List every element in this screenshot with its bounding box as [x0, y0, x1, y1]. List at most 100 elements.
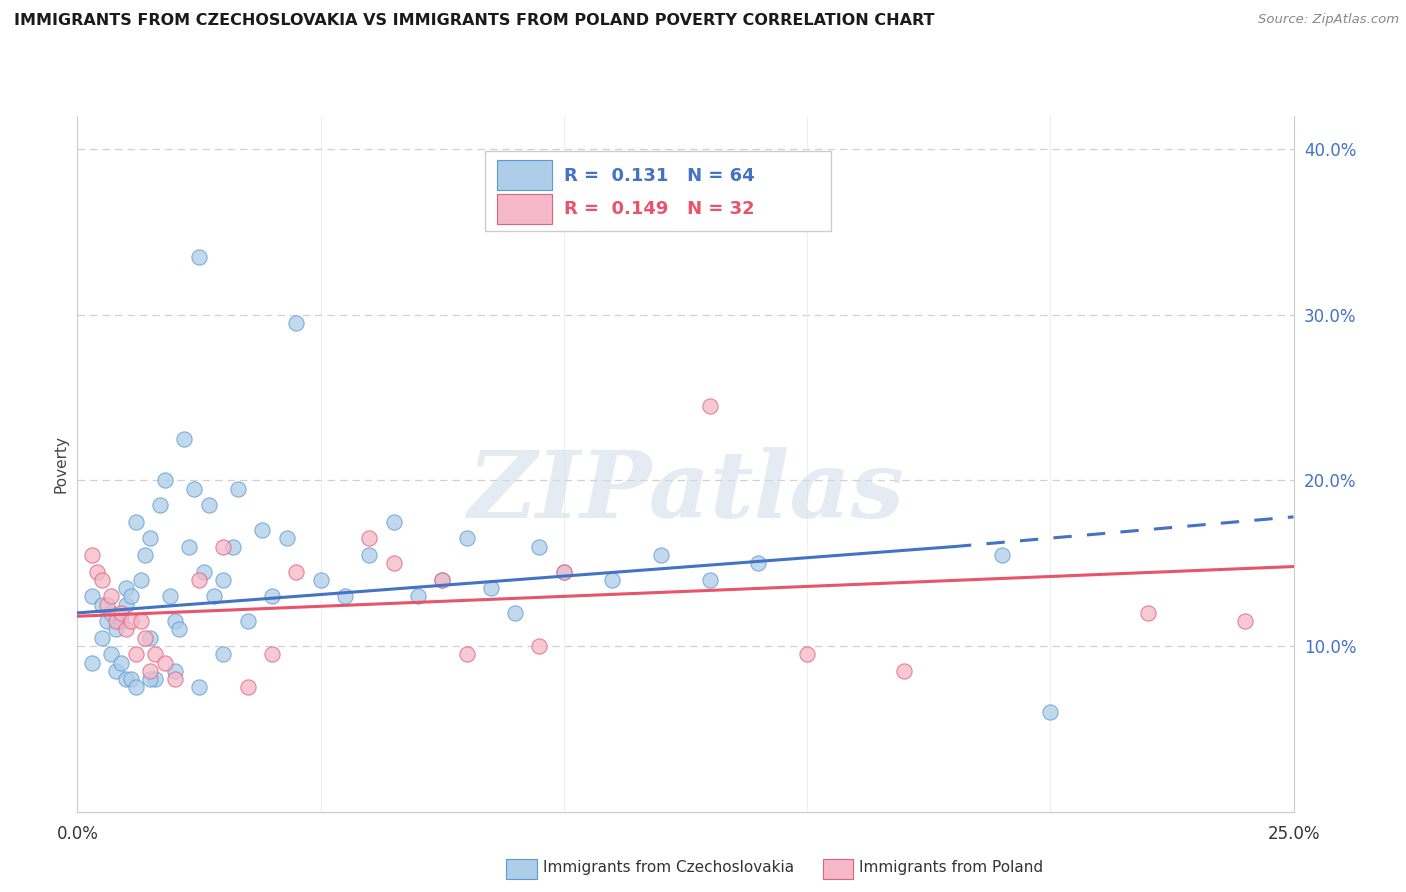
Point: [226, 482, 249, 496]
Point: [80, 656, 103, 670]
Point: [222, 540, 245, 554]
Point: [503, 606, 526, 620]
Point: [86, 565, 108, 579]
Point: [202, 590, 225, 604]
Point: [163, 672, 186, 686]
Text: IMMIGRANTS FROM CZECHOSLOVAKIA VS IMMIGRANTS FROM POLAND POVERTY CORRELATION CHA: IMMIGRANTS FROM CZECHOSLOVAKIA VS IMMIGR…: [14, 13, 935, 29]
Point: [212, 648, 235, 662]
FancyBboxPatch shape: [496, 161, 551, 190]
Point: [188, 250, 211, 264]
FancyBboxPatch shape: [496, 194, 551, 224]
Point: [115, 623, 138, 637]
Point: [197, 498, 219, 512]
Point: [456, 648, 478, 662]
Text: Immigrants from Poland: Immigrants from Poland: [859, 860, 1043, 874]
Y-axis label: Poverty: Poverty: [53, 434, 69, 493]
Point: [212, 540, 235, 554]
Point: [100, 648, 122, 662]
Point: [553, 565, 575, 579]
Point: [236, 614, 259, 628]
Point: [153, 474, 176, 488]
Point: [188, 573, 211, 587]
Text: ZIPatlas: ZIPatlas: [467, 447, 904, 537]
Point: [382, 515, 405, 529]
Point: [1039, 706, 1062, 720]
Text: R =  0.149   N = 32: R = 0.149 N = 32: [564, 200, 755, 219]
Point: [159, 590, 181, 604]
Point: [149, 498, 172, 512]
Point: [359, 548, 381, 562]
Point: [115, 598, 138, 612]
Point: [105, 623, 128, 637]
Point: [143, 648, 166, 662]
Point: [193, 565, 215, 579]
Point: [169, 623, 191, 637]
Point: [179, 540, 201, 554]
Point: [139, 672, 162, 686]
Point: [183, 482, 205, 496]
Point: [80, 548, 103, 562]
Point: [100, 606, 122, 620]
Point: [105, 614, 128, 628]
Point: [120, 672, 142, 686]
Text: Source: ZipAtlas.com: Source: ZipAtlas.com: [1258, 13, 1399, 27]
Point: [96, 614, 118, 628]
Point: [699, 573, 721, 587]
Point: [100, 590, 122, 604]
Point: [1136, 606, 1159, 620]
Point: [110, 614, 132, 628]
Point: [479, 581, 502, 595]
Point: [309, 573, 332, 587]
Point: [105, 664, 128, 678]
Point: [276, 532, 298, 546]
Point: [456, 532, 478, 546]
Point: [129, 573, 152, 587]
Point: [602, 573, 624, 587]
Point: [529, 540, 551, 554]
Point: [90, 598, 112, 612]
Point: [134, 548, 156, 562]
Point: [120, 590, 142, 604]
Point: [260, 590, 283, 604]
Point: [747, 556, 769, 570]
Point: [153, 656, 176, 670]
Point: [285, 316, 308, 330]
Point: [260, 648, 283, 662]
Point: [188, 681, 211, 695]
Point: [529, 639, 551, 653]
Point: [173, 432, 195, 446]
Point: [80, 590, 103, 604]
Point: [406, 590, 429, 604]
Text: R =  0.131   N = 64: R = 0.131 N = 64: [564, 167, 755, 185]
Point: [110, 656, 132, 670]
Point: [96, 598, 118, 612]
Point: [333, 590, 356, 604]
Point: [1233, 614, 1256, 628]
Point: [125, 515, 148, 529]
Point: [163, 664, 186, 678]
Point: [115, 581, 138, 595]
Point: [90, 631, 112, 645]
Point: [432, 573, 454, 587]
Point: [990, 548, 1012, 562]
Point: [163, 614, 186, 628]
Point: [699, 399, 721, 413]
Point: [125, 648, 148, 662]
Point: [236, 681, 259, 695]
Point: [134, 631, 156, 645]
Point: [143, 672, 166, 686]
Text: Immigrants from Czechoslovakia: Immigrants from Czechoslovakia: [543, 860, 794, 874]
Point: [796, 648, 818, 662]
Point: [359, 532, 381, 546]
Point: [893, 664, 915, 678]
Point: [115, 672, 138, 686]
Point: [110, 606, 132, 620]
Point: [650, 548, 672, 562]
Point: [285, 565, 308, 579]
FancyBboxPatch shape: [485, 151, 831, 231]
Point: [212, 573, 235, 587]
Point: [139, 532, 162, 546]
Point: [432, 573, 454, 587]
Point: [139, 631, 162, 645]
Point: [120, 614, 142, 628]
